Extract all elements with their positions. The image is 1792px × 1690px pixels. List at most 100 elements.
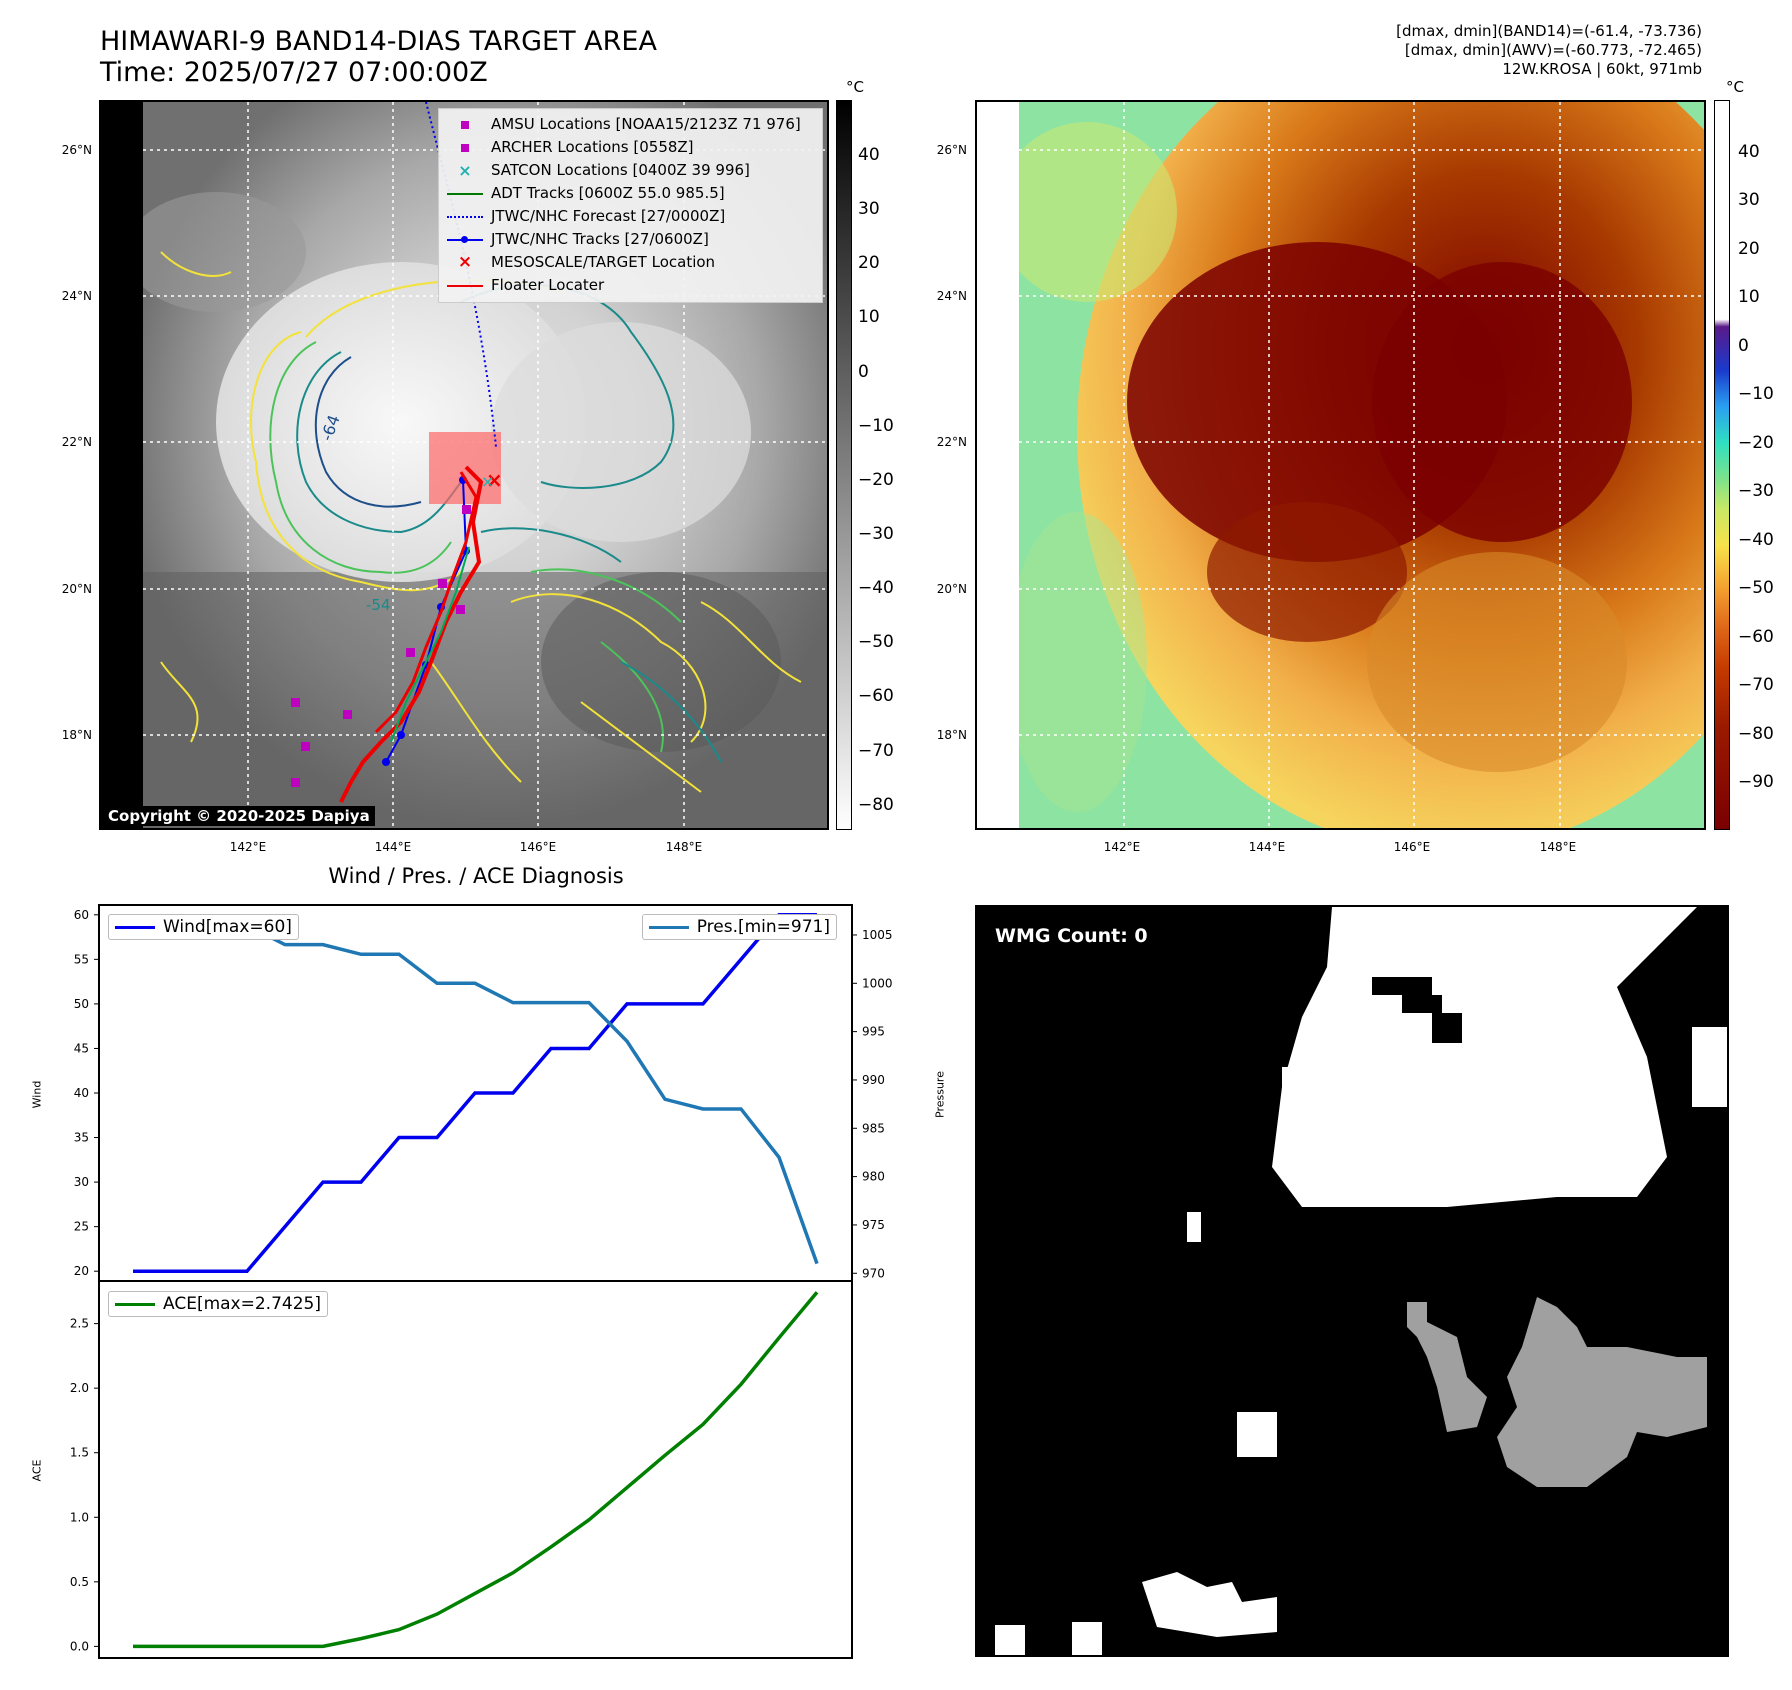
legend-label: AMSU Locations [NOAA15/2123Z 71 976] (491, 115, 801, 133)
cbar-tick: −10 (1738, 384, 1774, 404)
cbar-tick: −50 (858, 632, 894, 652)
pressure-legend-label: Pres.[min=971] (696, 917, 830, 937)
lat-label: 22°N (61, 435, 92, 449)
wmg-count-label: WMG Count: 0 (995, 925, 1148, 947)
wind-tick-label: 20 (74, 1264, 89, 1278)
line-marker-icon (447, 284, 483, 287)
legend-label: Floater Locater (491, 276, 605, 294)
ace-plot-frame (98, 1280, 853, 1659)
pressure-tick-label: 995 (862, 1025, 885, 1039)
pressure-tick-label: 985 (862, 1121, 885, 1135)
legend-label: ADT Tracks [0600Z 55.0 985.5] (491, 184, 725, 202)
legend-item-amsu: AMSU Locations [NOAA15/2123Z 71 976] (445, 113, 816, 136)
awv-map-image (977, 102, 1704, 828)
grayscale-colorbar (836, 100, 852, 830)
legend-item-forecast: JTWC/NHC Forecast [27/0000Z] (445, 205, 816, 228)
ace-tick-label: 0.5 (70, 1575, 89, 1589)
lon-label: 142°E (229, 840, 267, 854)
cbar-tick: 40 (1738, 142, 1760, 162)
legend-item-adt: ADT Tracks [0600Z 55.0 985.5] (445, 182, 816, 205)
lon-label: 146°E (1393, 840, 1431, 854)
lat-label: 26°N (936, 143, 967, 157)
line-marker-icon (447, 192, 483, 195)
line-dot-icon (445, 233, 485, 247)
contour-label-54: -54 (366, 596, 391, 614)
lon-label: 142°E (1103, 840, 1141, 854)
stats-block: [dmax, dmin](BAND14)=(-61.4, -73.736) [d… (1396, 22, 1702, 79)
cbar-tick: −70 (1738, 675, 1774, 695)
ace-series-line (133, 1291, 819, 1649)
cbar-tick: 10 (858, 307, 880, 327)
ace-tick-label: 1.0 (70, 1510, 89, 1524)
square-marker-icon (461, 120, 469, 129)
square-marker-icon (461, 143, 469, 152)
title-line2: Time: 2025/07/27 07:00:00Z (100, 57, 488, 88)
legend-item-archer: ARCHER Locations [0558Z] (445, 136, 816, 159)
ace-line-icon (115, 1302, 155, 1306)
cbar-tick: −60 (858, 686, 894, 706)
ace-legend: ACE[max=2.7425] (108, 1291, 328, 1317)
wind-tick-label: 55 (74, 952, 89, 966)
lat-label: 26°N (61, 143, 92, 157)
wind-tick-label: 45 (74, 1041, 89, 1055)
wmg-panel: WMG Count: 0 (975, 905, 1729, 1657)
pressure-tick-label: 970 (862, 1266, 885, 1280)
cbar-tick: 0 (1738, 336, 1749, 356)
pressure-tick-label: 1005 (862, 928, 893, 942)
map-legend: AMSU Locations [NOAA15/2123Z 71 976] ARC… (438, 108, 823, 303)
cbar-tick: −20 (1738, 433, 1774, 453)
svg-text:×: × (486, 468, 503, 492)
x-marker-icon: × (457, 252, 473, 272)
ace-tick-label: 1.5 (70, 1446, 89, 1460)
pressure-tick-label: 990 (862, 1073, 885, 1087)
wind-tick-label: 25 (74, 1220, 89, 1234)
ir-map-panel: × × -64 -54 AMSU Locations [NOAA15/2123Z… (99, 100, 829, 830)
cbar-tick: −30 (858, 524, 894, 544)
cbar-tick: −70 (858, 741, 894, 761)
colorbar-unit: °C (1726, 78, 1744, 96)
cbar-tick: −60 (1738, 627, 1774, 647)
stats-awv: [dmax, dmin](AWV)=(-60.773, -72.465) (1404, 41, 1702, 59)
lon-label: 146°E (519, 840, 557, 854)
awv-colorbar (1714, 100, 1730, 830)
legend-item-jtwc-tracks: JTWC/NHC Tracks [27/0600Z] (445, 228, 816, 251)
legend-item-mesoscale: × MESOSCALE/TARGET Location (445, 251, 816, 274)
wind-tick-label: 60 (74, 908, 89, 922)
pressure-line-icon (648, 925, 689, 929)
diagnosis-chart: 20 25 30 35 40 45 50 55 60 970 975 980 985 990 995 1000… (70, 904, 893, 1659)
cbar-tick: −90 (1738, 772, 1774, 792)
cbar-tick: 20 (1738, 239, 1760, 259)
cbar-tick: −10 (858, 416, 894, 436)
cbar-tick: 30 (858, 199, 880, 219)
diagnosis-title: Wind / Pres. / ACE Diagnosis (328, 864, 624, 888)
pressure-tick-label: 1000 (862, 976, 893, 990)
ace-tick-label: 2.5 (70, 1317, 89, 1331)
legend-label: ARCHER Locations [0558Z] (491, 138, 694, 156)
wind-tick-label: 50 (74, 997, 89, 1011)
lat-label: 18°N (936, 728, 967, 742)
cbar-tick: −80 (1738, 724, 1774, 744)
wind-legend: Wind[max=60] (108, 914, 299, 940)
svg-text:×: × (481, 472, 494, 491)
ace-tick-label: 0.0 (70, 1639, 89, 1653)
lon-label: 148°E (665, 840, 703, 854)
cbar-tick: −80 (858, 795, 894, 815)
legend-label: SATCON Locations [0400Z 39 996] (491, 161, 750, 179)
lon-label: 148°E (1539, 840, 1577, 854)
cbar-tick: −40 (858, 578, 894, 598)
legend-label: MESOSCALE/TARGET Location (491, 253, 716, 271)
cbar-tick: 40 (858, 145, 880, 165)
wind-legend-label: Wind[max=60] (163, 917, 292, 937)
title-line1: HIMAWARI-9 BAND14-DIAS TARGET AREA (100, 26, 657, 57)
wind-tick-label: 40 (74, 1086, 89, 1100)
x-marker-icon: × (458, 161, 472, 180)
colorbar-ticks: 40 30 20 10 0 −10 −20 −30 −40 −50 −60 −7… (1738, 142, 1792, 802)
lat-label: 22°N (936, 435, 967, 449)
lon-label: 144°E (1248, 840, 1286, 854)
colorbar-unit: °C (846, 78, 864, 96)
pressure-tick-label: 975 (862, 1218, 885, 1232)
wind-tick-label: 35 (74, 1131, 89, 1145)
stats-band14: [dmax, dmin](BAND14)=(-61.4, -73.736) (1396, 22, 1702, 40)
ace-legend-label: ACE[max=2.7425] (163, 1294, 321, 1314)
cbar-tick: 30 (1738, 190, 1760, 210)
